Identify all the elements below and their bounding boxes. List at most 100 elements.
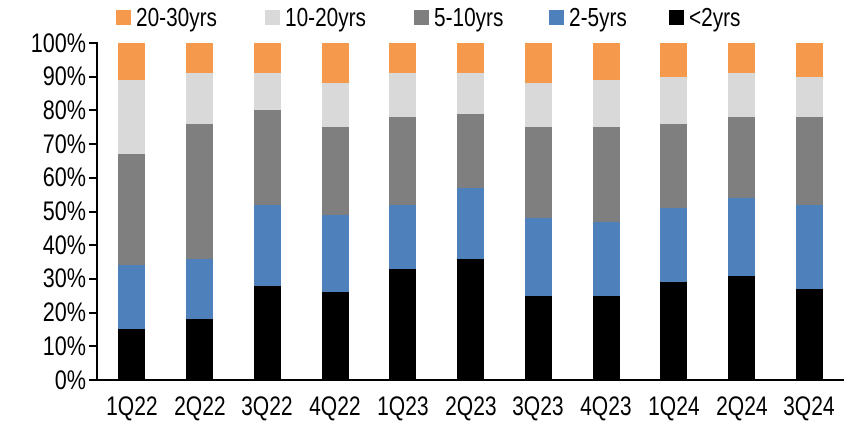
bar-segment-2yrs	[727, 275, 755, 380]
y-tick-mark	[89, 345, 97, 348]
bar-segment-5-10yrs	[727, 117, 755, 199]
bar-segment-20-30yrs	[660, 43, 688, 77]
bar-2q22	[186, 43, 214, 380]
bar-segment-10-20yrs	[592, 80, 620, 128]
bar-1q23	[389, 43, 417, 380]
bar-segment-5-10yrs	[660, 123, 688, 209]
x-tick-label: 4Q22	[309, 391, 361, 421]
bar-segment-10-20yrs	[457, 73, 485, 114]
chart-legend: 20-30yrs 10-20yrs 5-10yrs 2-5yrs <2yrs	[116, 2, 754, 32]
bar-segment-5-10yrs	[524, 127, 552, 219]
bar-segment-20-30yrs	[524, 43, 552, 84]
y-tick-mark	[89, 379, 97, 381]
bar-segment-2-5yrs	[321, 214, 349, 293]
bar-segment-2-5yrs	[727, 198, 755, 276]
bar-segment-20-30yrs	[457, 43, 485, 74]
bar-slot-1q22	[98, 43, 166, 380]
bar-1q22	[118, 43, 146, 380]
bar-segment-2-5yrs	[118, 265, 146, 330]
bar-2q24	[727, 43, 755, 380]
bar-slot-3q22	[233, 43, 301, 380]
bar-slot-4q23	[572, 43, 640, 380]
legend-swatch-20-30yrs	[116, 9, 131, 25]
bar-slot-2q23	[437, 43, 505, 380]
bar-segment-20-30yrs	[727, 43, 755, 74]
bar-segment-5-10yrs	[795, 117, 823, 205]
legend-item-2yrs: <2yrs	[669, 2, 753, 32]
legend-swatch-5-10yrs	[414, 9, 430, 25]
bar-segment-2-5yrs	[186, 258, 214, 320]
y-tick-mark	[89, 176, 97, 179]
bar-segment-2yrs	[524, 295, 552, 380]
y-tick-mark	[89, 42, 97, 44]
x-tick-label: 1Q23	[377, 391, 429, 421]
bar-segment-5-10yrs	[389, 117, 417, 205]
bar-segment-2-5yrs	[457, 187, 485, 259]
legend-swatch-2yrs	[669, 9, 685, 25]
bar-segment-10-20yrs	[727, 73, 755, 118]
bar-3q24	[795, 43, 823, 380]
bar-segment-2-5yrs	[389, 204, 417, 269]
bar-slot-3q23	[504, 43, 572, 380]
y-tick-label: 90%	[42, 61, 86, 92]
bar-segment-5-10yrs	[321, 127, 349, 215]
bar-slot-4q22	[301, 43, 369, 380]
bar-2q23	[457, 43, 485, 380]
bar-segment-2yrs	[253, 285, 281, 380]
y-tick-label: 60%	[42, 162, 86, 193]
bar-segment-10-20yrs	[253, 73, 281, 111]
bar-segment-10-20yrs	[186, 73, 214, 124]
x-tick-label: 2Q23	[444, 391, 497, 421]
bar-segment-5-10yrs	[253, 110, 281, 205]
bar-segment-2yrs	[592, 295, 620, 380]
x-tick-label: 3Q23	[512, 391, 565, 421]
y-tick-label: 10%	[42, 330, 86, 361]
bar-segment-2yrs	[795, 289, 823, 380]
y-tick-mark	[89, 75, 97, 78]
bar-segment-5-10yrs	[118, 154, 146, 266]
bar-3q23	[524, 43, 552, 380]
y-tick-mark	[89, 143, 97, 146]
bar-3q22	[253, 43, 281, 380]
bar-segment-2-5yrs	[592, 221, 620, 296]
x-tick-label: 1Q22	[106, 391, 158, 421]
y-tick-label: 70%	[42, 128, 86, 159]
bar-segment-2-5yrs	[795, 204, 823, 290]
legend-swatch-10-20yrs	[265, 9, 281, 25]
bar-segment-5-10yrs	[457, 113, 485, 188]
y-tick-mark	[89, 277, 97, 280]
y-tick-label: 20%	[42, 297, 86, 328]
bar-segment-2yrs	[186, 319, 214, 380]
legend-label: <2yrs	[689, 2, 741, 32]
y-tick-mark	[89, 244, 97, 247]
bar-slot-2q24	[708, 43, 776, 380]
plot-area	[98, 43, 843, 380]
legend-item-10-20yrs: 10-20yrs	[265, 2, 386, 32]
x-tick-label: 3Q24	[783, 391, 835, 421]
bar-segment-20-30yrs	[389, 43, 417, 74]
bar-segment-10-20yrs	[795, 76, 823, 118]
legend-item-5-10yrs: 5-10yrs	[414, 2, 521, 32]
y-axis-line	[96, 42, 98, 381]
bar-segment-2-5yrs	[660, 208, 688, 283]
y-tick-label: 40%	[42, 229, 86, 260]
legend-label: 20-30yrs	[136, 2, 217, 32]
y-tick-label: 80%	[42, 94, 86, 125]
bar-4q22	[321, 43, 349, 380]
bar-segment-2yrs	[389, 268, 417, 380]
bar-segment-20-30yrs	[253, 43, 281, 74]
x-tick-label: 2Q24	[715, 391, 768, 421]
y-axis-ticks	[89, 42, 97, 381]
bar-segment-20-30yrs	[592, 43, 620, 81]
bar-segment-10-20yrs	[118, 80, 146, 155]
bar-4q23	[592, 43, 620, 380]
x-tick-label: 4Q23	[580, 391, 632, 421]
y-tick-label: 50%	[42, 196, 86, 226]
bar-segment-10-20yrs	[524, 83, 552, 128]
bar-slot-2q22	[166, 43, 234, 380]
bar-segment-2-5yrs	[524, 218, 552, 296]
legend-item-2-5yrs: 2-5yrs	[549, 2, 641, 32]
bar-slot-1q24	[640, 43, 708, 380]
x-tick-label: 3Q22	[241, 391, 294, 421]
